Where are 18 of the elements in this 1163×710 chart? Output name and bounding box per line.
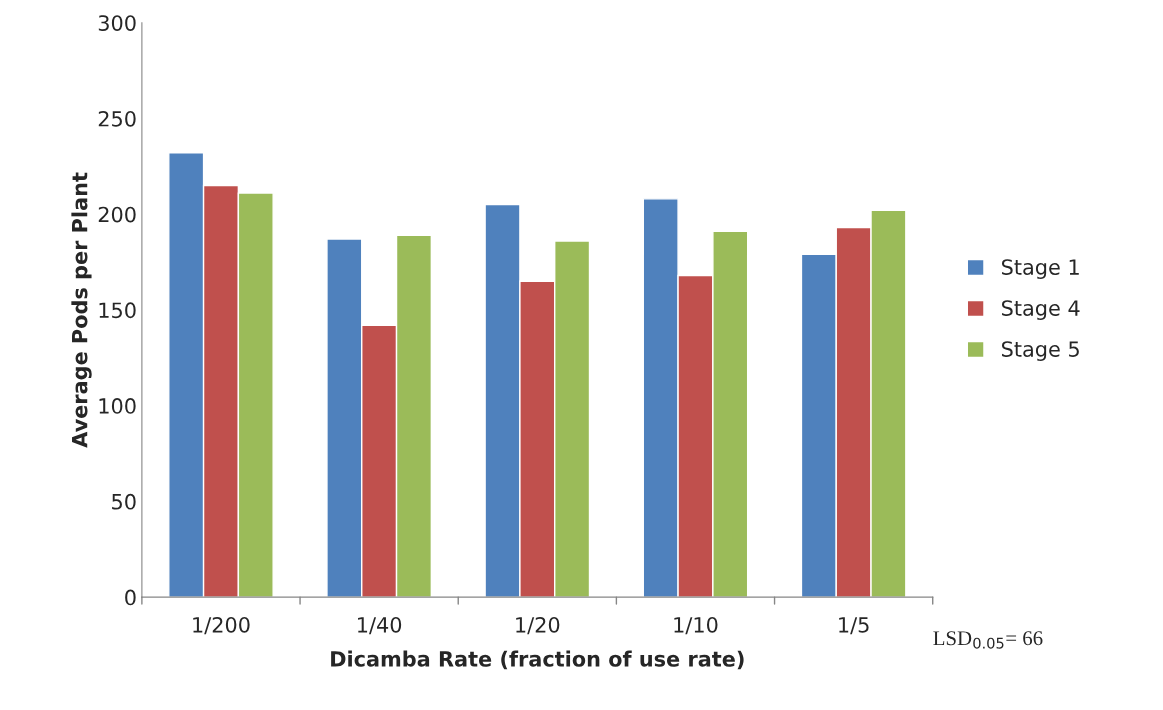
y-tick-label: 100 [99,398,136,414]
y-tick-label: 250 [98,110,136,127]
y-axis-title: Average Pods per Plant [71,172,92,448]
x-tick-label: 1/200 [193,616,250,635]
x-tick-label: 1/20 [516,616,560,635]
x-tick-label: 1/5 [839,617,869,635]
y-tick-label: 50 [112,493,136,510]
legend-label: Stage 4 [1002,300,1080,320]
x-tick-label: 1/10 [674,616,718,635]
y-tick-label: 150 [99,302,136,319]
text: LSD$_{0.05}$= 66 [933,631,1043,649]
x-axis-title: Dicamba Rate (fraction of use rate) [331,650,744,670]
x-tick-label: 1/40 [358,616,402,635]
y-tick-label: 200 [98,206,136,223]
y-tick-label: 0 [125,589,136,606]
legend-label: Stage 1 [1002,259,1079,279]
legend-label: Stage 5 [1002,341,1079,361]
y-tick-label: 300 [98,15,136,31]
